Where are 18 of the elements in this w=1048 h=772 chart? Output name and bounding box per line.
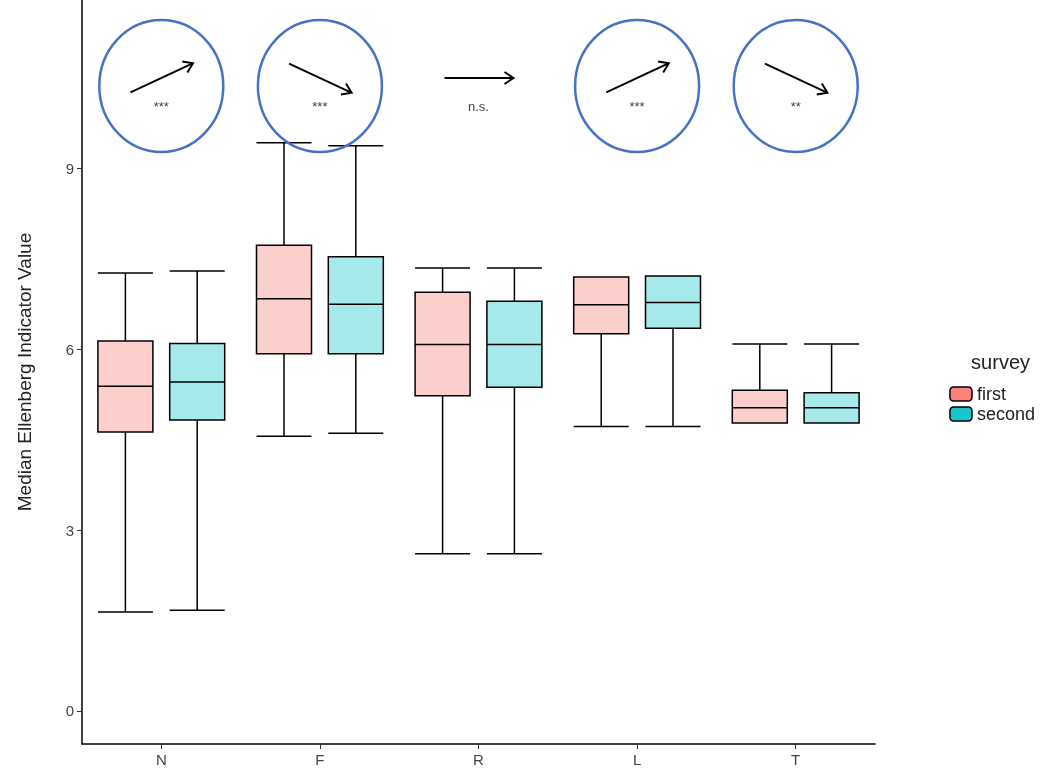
- x-tick-label: L: [632, 751, 642, 768]
- y-tick-label: 9: [65, 160, 74, 178]
- y-axis-title: Median Ellenberg Indicator Value: [14, 232, 35, 512]
- annotation: ***: [312, 98, 328, 114]
- x-tick-label: F: [315, 751, 325, 768]
- x-tick-label: N: [155, 751, 167, 768]
- legend-label: first: [976, 384, 1006, 404]
- y-tick-label: 3: [65, 521, 74, 539]
- annotation: ***: [629, 98, 645, 114]
- y-tick-label: 6: [65, 340, 74, 358]
- legend-title: survey: [971, 351, 1030, 373]
- annotation: **: [790, 98, 801, 114]
- annotation: ***: [153, 98, 169, 114]
- x-tick-label: T: [791, 751, 801, 768]
- legend-label: second: [976, 404, 1035, 424]
- x-tick-label: R: [473, 751, 485, 768]
- annotation: n.s.: [468, 98, 489, 114]
- y-tick-label: 0: [65, 702, 74, 720]
